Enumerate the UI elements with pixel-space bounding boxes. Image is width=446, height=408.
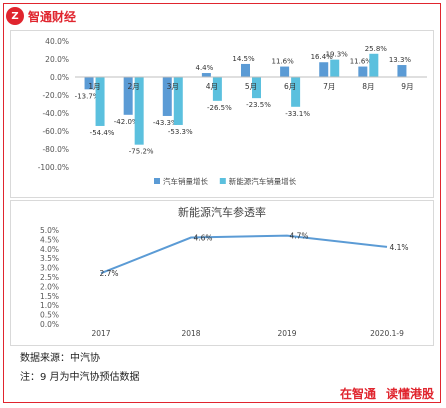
y-tick-label: 4.0% [40, 245, 59, 254]
data-label: -33.1% [285, 110, 310, 118]
data-source-note: 数据来源：中汽协 [20, 353, 100, 364]
data-label: 4.7% [289, 232, 308, 241]
legend-swatch [154, 178, 160, 184]
data-label: 25.8% [365, 45, 388, 53]
bar-nev [134, 77, 144, 145]
bar-auto [319, 62, 329, 77]
bar-auto [280, 66, 290, 77]
x-category-label: 2018 [181, 329, 200, 338]
y-tick-label: 40.0% [45, 37, 69, 46]
penetration-line [100, 234, 388, 275]
data-label: 4.4% [195, 64, 213, 72]
bar-nev [291, 77, 301, 107]
legend-swatch [219, 178, 226, 184]
bar-auto [358, 66, 368, 77]
bar-auto [123, 77, 133, 115]
x-category-label: 4月 [206, 82, 218, 91]
sales-growth-chart: 40.0% 20.0% 0.0% -20.0% -40.0% -60.0% -80.0% -1… [38, 37, 427, 186]
brand-logo: Z 智通财经 [4, 6, 81, 26]
footer-slogan-left: 在智通 [339, 387, 376, 401]
data-label: 4.6% [193, 234, 212, 243]
sales-growth-chart-panel: 40.0% 20.0% 0.0% -20.0% -40.0% -60.0% -80.0% -1… [10, 30, 434, 198]
x-category-label: 5月 [245, 82, 257, 91]
data-label: 16.4% [311, 53, 334, 61]
y-tick-label: 20.0% [45, 55, 69, 64]
y-tick-label: 3.5% [40, 254, 59, 263]
bar-nev [173, 77, 183, 125]
data-label: -26.5% [207, 104, 232, 112]
y-tick-label: -100.0% [38, 163, 69, 172]
data-label: 11.6% [350, 58, 373, 66]
x-category-label: 7月 [323, 82, 335, 91]
x-category-label: 2020.1-9 [370, 329, 404, 338]
y-tick-label: 3.0% [40, 264, 59, 273]
bar-auto [397, 65, 407, 77]
bar-auto [162, 77, 172, 116]
brand-name: 智通财经 [28, 9, 77, 24]
bar-nev [330, 59, 340, 77]
data-label: -13.7% [75, 92, 100, 100]
y-tick-label: -60.0% [42, 127, 69, 136]
penetration-chart-panel: 新能源汽车参透率 5.0% 4.5% 4.0% 3.5% 3.0% 2.5% 2.0% 1.5%… [10, 200, 434, 346]
bar-auto [241, 63, 250, 77]
x-category-label: 3月 [167, 82, 179, 91]
y-tick-label: 2.5% [40, 273, 59, 282]
footer-slogan: 在智通 读懂港股 [335, 385, 438, 402]
bar-nev [369, 53, 379, 77]
x-category-label: 1月 [88, 82, 100, 91]
y-tick-label: 1.5% [40, 292, 59, 301]
x-category-label: 8月 [362, 82, 374, 91]
data-label: 13.3% [389, 56, 412, 64]
x-category-label: 6月 [284, 82, 296, 91]
data-label: 19.3% [326, 51, 349, 59]
logo-badge-icon: Z [6, 7, 24, 25]
x-category-label: 2017 [91, 329, 110, 338]
legend-label: 汽车销量增长 [163, 176, 208, 186]
data-label: 2.7% [99, 269, 118, 278]
x-category-label: 9月 [401, 82, 413, 91]
y-tick-label: 2.0% [40, 282, 59, 291]
bar-nev [95, 77, 105, 126]
data-label: -54.4% [90, 129, 115, 137]
penetration-chart: 新能源汽车参透率 5.0%4.5%4.0%3.5%3.0%2.5%2.0%1.5%… [40, 205, 409, 338]
data-label: 14.5% [232, 55, 255, 63]
data-label: 4.1% [389, 243, 408, 252]
bar-auto [84, 77, 94, 90]
y-tick-label: 0.0% [40, 320, 59, 329]
chart-title: 新能源汽车参透率 [178, 205, 266, 219]
y-tick-label: 1.0% [40, 301, 59, 310]
estimate-note: 注：9 月为中汽协预估数据 [20, 372, 140, 383]
page-frame [3, 3, 441, 403]
bar-auto [201, 73, 211, 77]
x-category-label: 2月 [128, 82, 140, 91]
y-tick-label: 5.0% [40, 226, 59, 235]
y-tick-label: -80.0% [42, 145, 69, 154]
bar-nev [212, 77, 222, 101]
y-tick-label: 0.5% [40, 311, 59, 320]
bar-nev [252, 77, 261, 99]
data-label: -53.3% [168, 128, 193, 136]
x-category-label: 2019 [277, 329, 296, 338]
y-tick-label: -40.0% [42, 109, 69, 118]
data-label: -75.2% [129, 148, 154, 156]
data-label: -23.5% [246, 101, 271, 109]
footer-slogan-right: 读懂港股 [385, 387, 434, 401]
data-label: 11.6% [271, 58, 294, 66]
data-label: -42.0% [114, 118, 139, 126]
data-label: -43.3% [153, 119, 178, 127]
legend-label: 新能源汽车销量增长 [229, 176, 297, 186]
y-tick-label: 0.0% [50, 73, 69, 82]
y-tick-label: -20.0% [42, 91, 69, 100]
y-tick-label: 4.5% [40, 235, 59, 244]
